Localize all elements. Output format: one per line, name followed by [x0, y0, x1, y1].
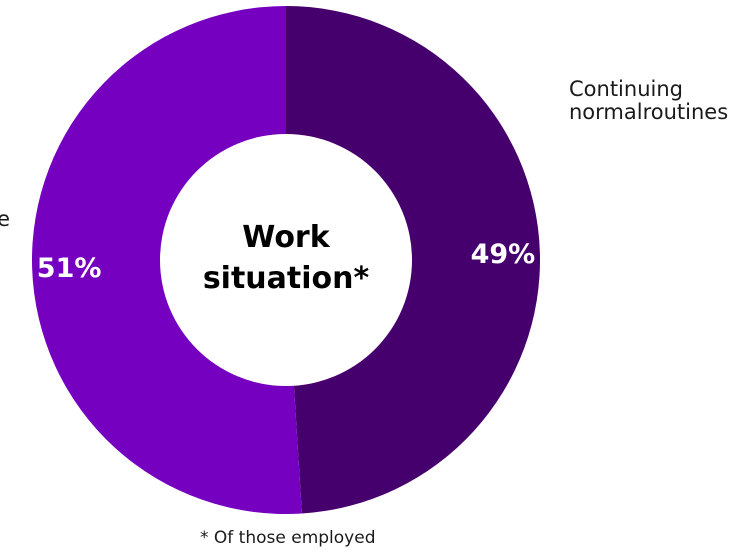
slice-label-continuing-normal-routines: Continuing normalroutines	[569, 77, 729, 124]
center-label-line-1: Work	[242, 220, 330, 255]
slice-value-label-0: 49%	[471, 239, 536, 270]
center-label-line-2: situation*	[203, 261, 370, 296]
footnote: * Of those employed	[200, 528, 376, 548]
percent-labels: 49% 51%	[37, 239, 535, 284]
slice-0	[286, 6, 540, 514]
donut-hole	[160, 134, 412, 386]
slice-label-other: e	[0, 208, 10, 231]
slice-value-label-1: 51%	[37, 253, 102, 284]
